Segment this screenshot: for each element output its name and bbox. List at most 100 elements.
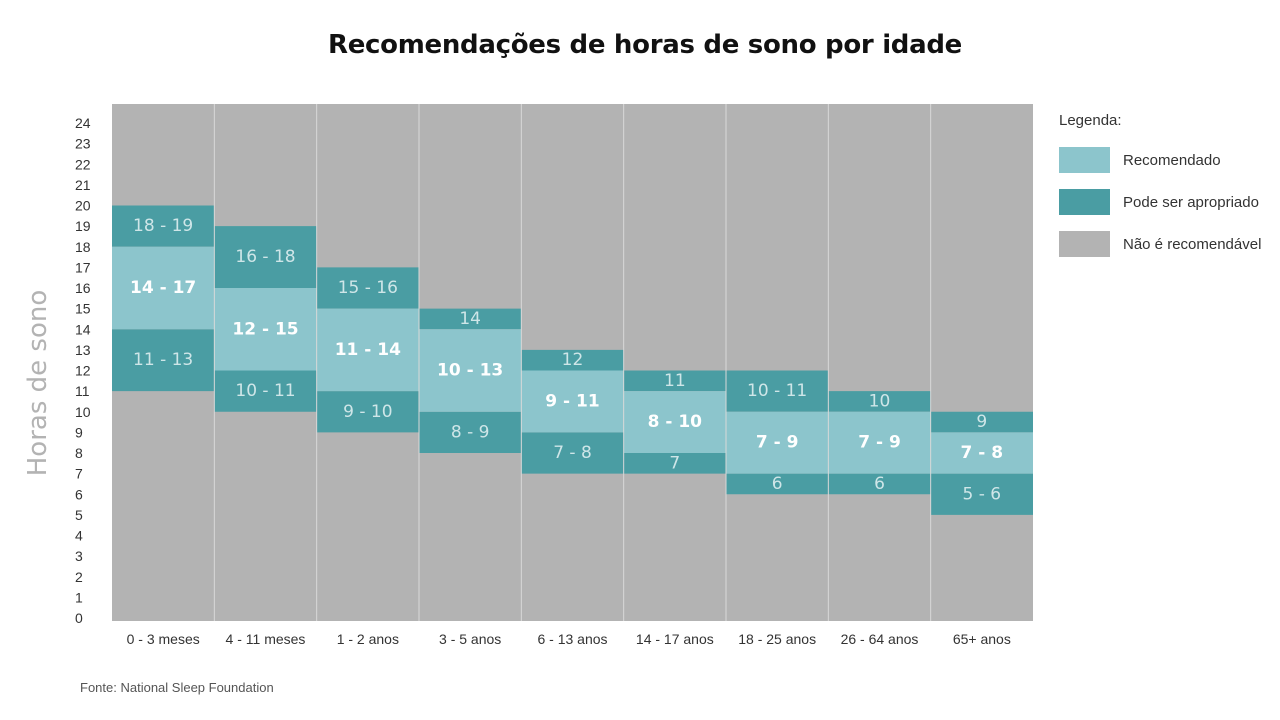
- band-upper-appropriate: [828, 391, 931, 412]
- band-label-upper-appropriate: 9: [976, 412, 987, 432]
- y-tick-label: 6: [75, 486, 83, 502]
- x-category-label: 26 - 64 anos: [841, 631, 919, 647]
- y-tick-label: 11: [75, 383, 90, 399]
- y-tick-label: 17: [75, 259, 91, 275]
- x-category-label: 3 - 5 anos: [439, 631, 501, 647]
- band-upper-appropriate: [930, 411, 1033, 433]
- band-label-lower-appropriate: 7 - 8: [553, 443, 592, 463]
- y-tick-label: 7: [75, 466, 83, 482]
- y-tick-label: 1: [75, 589, 83, 605]
- band-lower-appropriate: [316, 391, 419, 433]
- y-tick-label: 22: [75, 156, 91, 172]
- band-label-lower-appropriate: 7: [669, 453, 680, 473]
- band-recommended: [112, 246, 215, 330]
- x-category-label: 65+ anos: [953, 631, 1011, 647]
- x-category-label: 18 - 25 anos: [738, 631, 816, 647]
- band-upper-appropriate: [521, 349, 624, 371]
- band-upper-appropriate: [419, 308, 522, 330]
- y-tick-label: 18: [75, 239, 91, 255]
- band-recommended: [419, 329, 522, 412]
- y-tick-label: 4: [75, 528, 83, 544]
- band-lower-appropriate: [214, 370, 317, 412]
- band-lower-appropriate: [623, 453, 726, 474]
- band-upper-appropriate: [726, 370, 829, 412]
- band-label-recommended: 7 - 9: [756, 433, 799, 453]
- x-category-label: 4 - 11 meses: [226, 631, 306, 647]
- x-category-label: 1 - 2 anos: [337, 631, 399, 647]
- band-recommended: [930, 432, 1033, 474]
- legend-swatch-recomendado: [1059, 147, 1110, 173]
- band-label-upper-appropriate: 10: [869, 391, 891, 411]
- y-tick-label: 23: [75, 136, 91, 152]
- band-label-upper-appropriate: 16 - 18: [235, 247, 295, 267]
- band-label-upper-appropriate: 12: [562, 350, 584, 370]
- band-label-recommended: 9 - 11: [545, 391, 599, 411]
- y-tick-label: 16: [75, 280, 91, 296]
- y-tick-label: 0: [75, 610, 83, 626]
- legend: Legenda: Recomendado Pode ser apropriado…: [1059, 112, 1279, 273]
- legend-label-nao-recomendavel: Não é recomendável: [1123, 235, 1262, 253]
- band-label-upper-appropriate: 14: [459, 309, 481, 329]
- band-label-recommended: 7 - 9: [858, 433, 901, 453]
- band-lower-appropriate: [521, 432, 624, 474]
- x-category-labels: 0 - 3 meses 4 - 11 meses 1 - 2 anos 3 - 5 a…: [127, 631, 1011, 647]
- band-upper-appropriate: [112, 205, 215, 247]
- y-tick-label: 9: [75, 424, 83, 440]
- legend-item-recomendado: Recomendado: [1059, 147, 1279, 173]
- y-tick-label: 13: [75, 342, 91, 358]
- y-tick-label: 8: [75, 445, 83, 461]
- band-label-lower-appropriate: 9 - 10: [343, 402, 392, 422]
- band-lower-appropriate: [930, 473, 1033, 515]
- band-lower-appropriate: [828, 473, 931, 495]
- band-label-recommended: 12 - 15: [232, 319, 298, 339]
- band-recommended: [623, 391, 726, 453]
- chart-title: Recomendações de horas de sono por idade: [327, 30, 963, 60]
- legend-title: Legenda:: [1059, 112, 1122, 129]
- band-upper-appropriate: [623, 370, 726, 392]
- band-label-upper-appropriate: 15 - 16: [338, 278, 398, 298]
- band-label-recommended: 10 - 13: [437, 361, 503, 381]
- band-label-lower-appropriate: 6: [874, 474, 885, 494]
- y-tick-label: 5: [75, 507, 83, 523]
- band-label-recommended: 7 - 8: [961, 443, 1004, 463]
- band-label-lower-appropriate: 8 - 9: [451, 422, 490, 442]
- y-tick-label: 3: [75, 548, 83, 564]
- band-upper-appropriate: [214, 226, 317, 288]
- band-label-recommended: 8 - 10: [648, 412, 703, 432]
- legend-label-pode-ser-apropriado: Pode ser apropriado: [1123, 193, 1259, 211]
- band-lower-appropriate: [112, 329, 215, 392]
- y-tick-label: 2: [75, 569, 83, 585]
- band-recommended: [214, 288, 317, 371]
- band-recommended: [726, 411, 829, 474]
- band-recommended: [828, 411, 931, 474]
- legend-item-nao-recomendavel: Não é recomendável: [1059, 231, 1279, 257]
- legend-item-pode-ser-apropriado: Pode ser apropriado: [1059, 189, 1279, 215]
- band-label-lower-appropriate: 11 - 13: [133, 350, 193, 370]
- band-label-lower-appropriate: 10 - 11: [235, 381, 295, 401]
- band-lower-appropriate: [419, 411, 522, 453]
- band-label-upper-appropriate: 18 - 19: [133, 216, 193, 236]
- column-separators: [213, 104, 932, 621]
- y-tick-label: 21: [75, 177, 91, 193]
- band-lower-appropriate: [726, 473, 829, 495]
- x-category-label: 0 - 3 meses: [127, 631, 200, 647]
- legend-label-recomendado: Recomendado: [1123, 151, 1221, 169]
- y-tick-label: 20: [75, 198, 91, 214]
- y-tick-label: 10: [75, 404, 91, 420]
- bands-layer: [112, 205, 1033, 515]
- y-tick-label: 19: [75, 218, 91, 234]
- band-recommended: [521, 370, 624, 433]
- band-label-upper-appropriate: 10 - 11: [747, 381, 807, 401]
- y-tick-label: 24: [75, 115, 91, 131]
- band-label-lower-appropriate: 5 - 6: [963, 484, 1002, 504]
- band-label-lower-appropriate: 6: [772, 474, 783, 494]
- band-labels-layer: 18 - 19 11 - 13 14 - 17 16 - 18 10 - 11 12 - …: [130, 216, 1003, 504]
- y-tick-label: 14: [75, 321, 91, 337]
- legend-swatch-pode-ser-apropriado: [1059, 189, 1110, 215]
- y-tick-label: 12: [75, 363, 91, 379]
- band-label-recommended: 14 - 17: [130, 278, 196, 298]
- y-tick-label: 15: [75, 301, 91, 317]
- x-category-label: 6 - 13 anos: [537, 631, 607, 647]
